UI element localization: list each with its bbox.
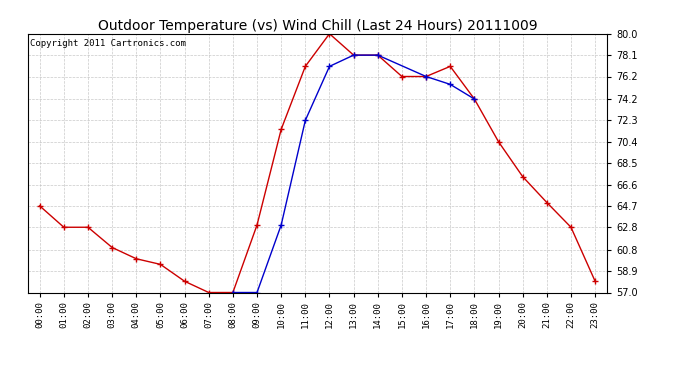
Title: Outdoor Temperature (vs) Wind Chill (Last 24 Hours) 20111009: Outdoor Temperature (vs) Wind Chill (Las… [97, 19, 538, 33]
Text: Copyright 2011 Cartronics.com: Copyright 2011 Cartronics.com [30, 39, 186, 48]
